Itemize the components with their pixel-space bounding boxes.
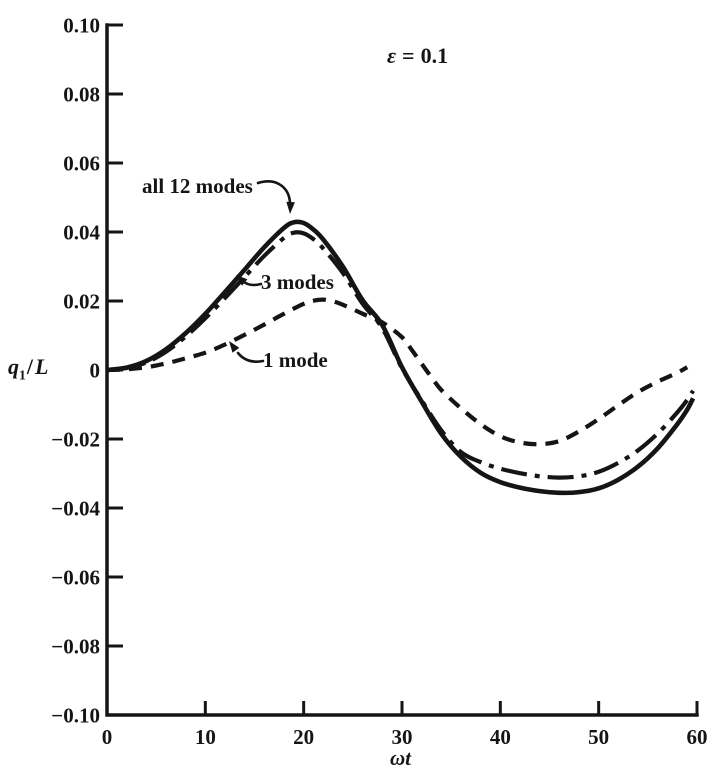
x-tick-label: 0 <box>102 725 113 749</box>
annotation-arrows <box>229 180 295 363</box>
series-label-3-modes: 3 modes <box>261 270 334 294</box>
y-tick-label: 0.06 <box>63 152 100 176</box>
series-label-1-mode: 1 mode <box>263 348 328 372</box>
y-tick-label: 0.10 <box>63 14 100 38</box>
y-tick-label: −0.10 <box>51 704 100 728</box>
3-modes-arrow <box>241 279 263 287</box>
x-tick-label: 30 <box>392 725 413 749</box>
axes-layer: 0.100.080.060.040.020−0.02−0.04−0.06−0.0… <box>51 14 707 750</box>
y-tick-label: −0.06 <box>51 566 100 590</box>
epsilon-annotation: ε = 0.1 <box>387 43 449 68</box>
y-tick-label: −0.08 <box>51 635 100 659</box>
3-modes-arrowhead <box>236 275 248 286</box>
curve-1-mode <box>106 297 689 447</box>
y-axis-label: q1/L <box>8 354 49 383</box>
epsilon-equals: = <box>402 43 415 68</box>
1-mode-arrowhead <box>229 341 240 353</box>
x-axis-label: ωt <box>390 746 412 770</box>
y-axis-label-base: q <box>8 354 19 379</box>
y-tick-label: 0 <box>90 359 101 383</box>
x-tick-label: 60 <box>687 725 708 749</box>
y-axis-label-sub: 1 <box>19 367 26 383</box>
x-tick-label: 10 <box>195 725 216 749</box>
epsilon-symbol: ε <box>387 43 397 68</box>
curves-layer <box>106 219 696 496</box>
x-tick-label: 50 <box>588 725 609 749</box>
y-tick-label: −0.04 <box>51 497 100 521</box>
y-axis-label-denom: L <box>34 354 49 379</box>
y-axis-label-slash: / <box>26 354 33 379</box>
x-tick-label: 40 <box>490 725 511 749</box>
curve-3-modes <box>106 230 695 480</box>
epsilon-value: 0.1 <box>420 43 449 68</box>
all-12-modes-arrow <box>256 180 292 209</box>
y-tick-label: −0.02 <box>51 428 100 452</box>
all-12-modes-arrowhead <box>286 201 295 214</box>
series-label-all-12-modes: all 12 modes <box>142 174 253 198</box>
y-tick-label: 0.02 <box>63 290 100 314</box>
x-tick-label: 20 <box>293 725 314 749</box>
y-tick-label: 0.08 <box>63 83 100 107</box>
y-tick-label: 0.04 <box>63 221 100 245</box>
1-mode-arrow <box>236 351 265 363</box>
